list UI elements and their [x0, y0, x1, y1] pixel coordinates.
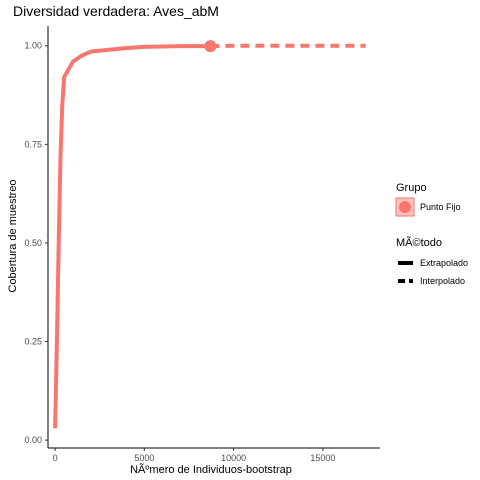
- x-ticks: 0 5000 10000 15000: [53, 448, 335, 463]
- x-tick-label: 10000: [221, 453, 246, 463]
- series-layer: [53, 40, 366, 429]
- x-axis-label: NÃºmero de Individuos-bootstrap: [130, 463, 292, 476]
- y-axis-label: Cobertura de muestreo: [7, 179, 19, 292]
- legend-method-item-interpolado: Interpolado: [420, 276, 465, 286]
- y-tick-label: 0.00: [24, 435, 42, 445]
- y-tick-label: 0.50: [24, 238, 42, 248]
- y-ticks: 0.00 0.25 0.50 0.75 1.00: [24, 41, 48, 445]
- legend-group-key-point: [399, 201, 411, 213]
- legend-method-item-extrapolado: Extrapolado: [420, 258, 468, 268]
- legend: Grupo Punto Fijo MÃ©todo Extrapolado Int…: [395, 182, 468, 286]
- series-line-interpolado: [53, 44, 211, 429]
- plot-area: 0.00 0.25 0.50 0.75 1.00 0 5000 10000 15000: [24, 26, 380, 463]
- legend-method-title: MÃ©todo: [396, 236, 442, 249]
- y-tick-label: 1.00: [24, 41, 42, 51]
- legend-group-title: Grupo: [396, 182, 427, 194]
- x-tick-label: 15000: [310, 453, 335, 463]
- y-tick-label: 0.25: [24, 337, 42, 347]
- legend-group-item-label: Punto Fijo: [420, 202, 461, 212]
- chart-title: Diversidad verdadera: Aves_abM: [13, 3, 219, 19]
- y-tick-label: 0.75: [24, 139, 42, 149]
- x-tick-label: 0: [53, 453, 58, 463]
- x-tick-label: 5000: [134, 453, 154, 463]
- reference-sample-point: [204, 40, 217, 53]
